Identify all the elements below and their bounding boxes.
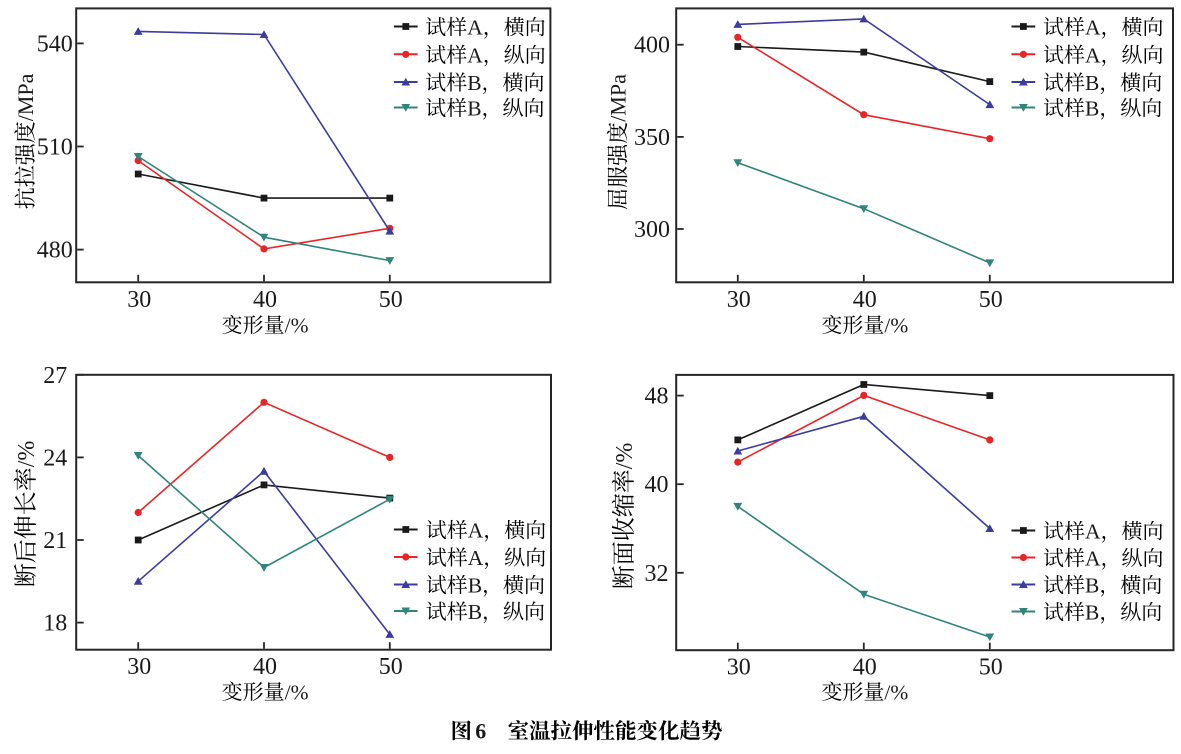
svg-text:/%: /%: [884, 314, 908, 338]
svg-text:50: 50: [979, 287, 1003, 313]
svg-text:18: 18: [43, 611, 67, 637]
svg-text:27: 27: [43, 363, 67, 389]
svg-text:21: 21: [43, 528, 67, 554]
svg-text:30: 30: [127, 654, 151, 680]
svg-text:B: B: [1085, 574, 1099, 598]
svg-text:40: 40: [853, 287, 877, 313]
svg-text:/MPa: /MPa: [13, 73, 38, 121]
svg-text:/MPa: /MPa: [606, 74, 631, 122]
svg-text:A: A: [468, 519, 484, 543]
svg-text:510: 510: [37, 135, 73, 161]
svg-text:A: A: [1085, 547, 1101, 571]
svg-text:A: A: [467, 43, 483, 67]
svg-text:B: B: [468, 574, 482, 598]
svg-text:/%: /%: [14, 441, 40, 468]
svg-text:40: 40: [253, 654, 277, 680]
svg-text:/%: /%: [285, 680, 309, 704]
svg-text:A: A: [468, 546, 484, 570]
svg-text:400: 400: [634, 33, 670, 59]
svg-text:48: 48: [645, 384, 669, 410]
svg-text:6: 6: [475, 718, 486, 743]
svg-text:300: 300: [634, 217, 670, 243]
svg-text:/%: /%: [285, 314, 309, 338]
svg-text:40: 40: [853, 655, 877, 681]
svg-text:/%: /%: [612, 443, 638, 470]
svg-text:B: B: [467, 97, 481, 121]
svg-text:A: A: [1085, 16, 1101, 40]
svg-text:40: 40: [645, 472, 669, 498]
svg-text:/%: /%: [884, 680, 908, 704]
svg-text:A: A: [467, 16, 483, 40]
svg-text:30: 30: [127, 287, 151, 313]
svg-text:32: 32: [645, 561, 669, 587]
svg-text:B: B: [467, 71, 481, 95]
svg-text:24: 24: [43, 445, 67, 471]
svg-text:B: B: [1085, 71, 1099, 95]
svg-text:40: 40: [253, 287, 277, 313]
svg-text:540: 540: [37, 31, 73, 57]
svg-text:30: 30: [727, 287, 751, 313]
svg-text:A: A: [1085, 520, 1101, 544]
svg-text:B: B: [1085, 97, 1099, 121]
svg-text:50: 50: [379, 654, 403, 680]
svg-text:350: 350: [634, 125, 670, 151]
svg-text:50: 50: [379, 287, 403, 313]
svg-text:50: 50: [979, 655, 1003, 681]
svg-text:480: 480: [37, 238, 73, 264]
svg-text:A: A: [1085, 43, 1101, 67]
svg-text:B: B: [468, 600, 482, 624]
svg-text:B: B: [1085, 601, 1099, 625]
svg-text:30: 30: [727, 655, 751, 681]
